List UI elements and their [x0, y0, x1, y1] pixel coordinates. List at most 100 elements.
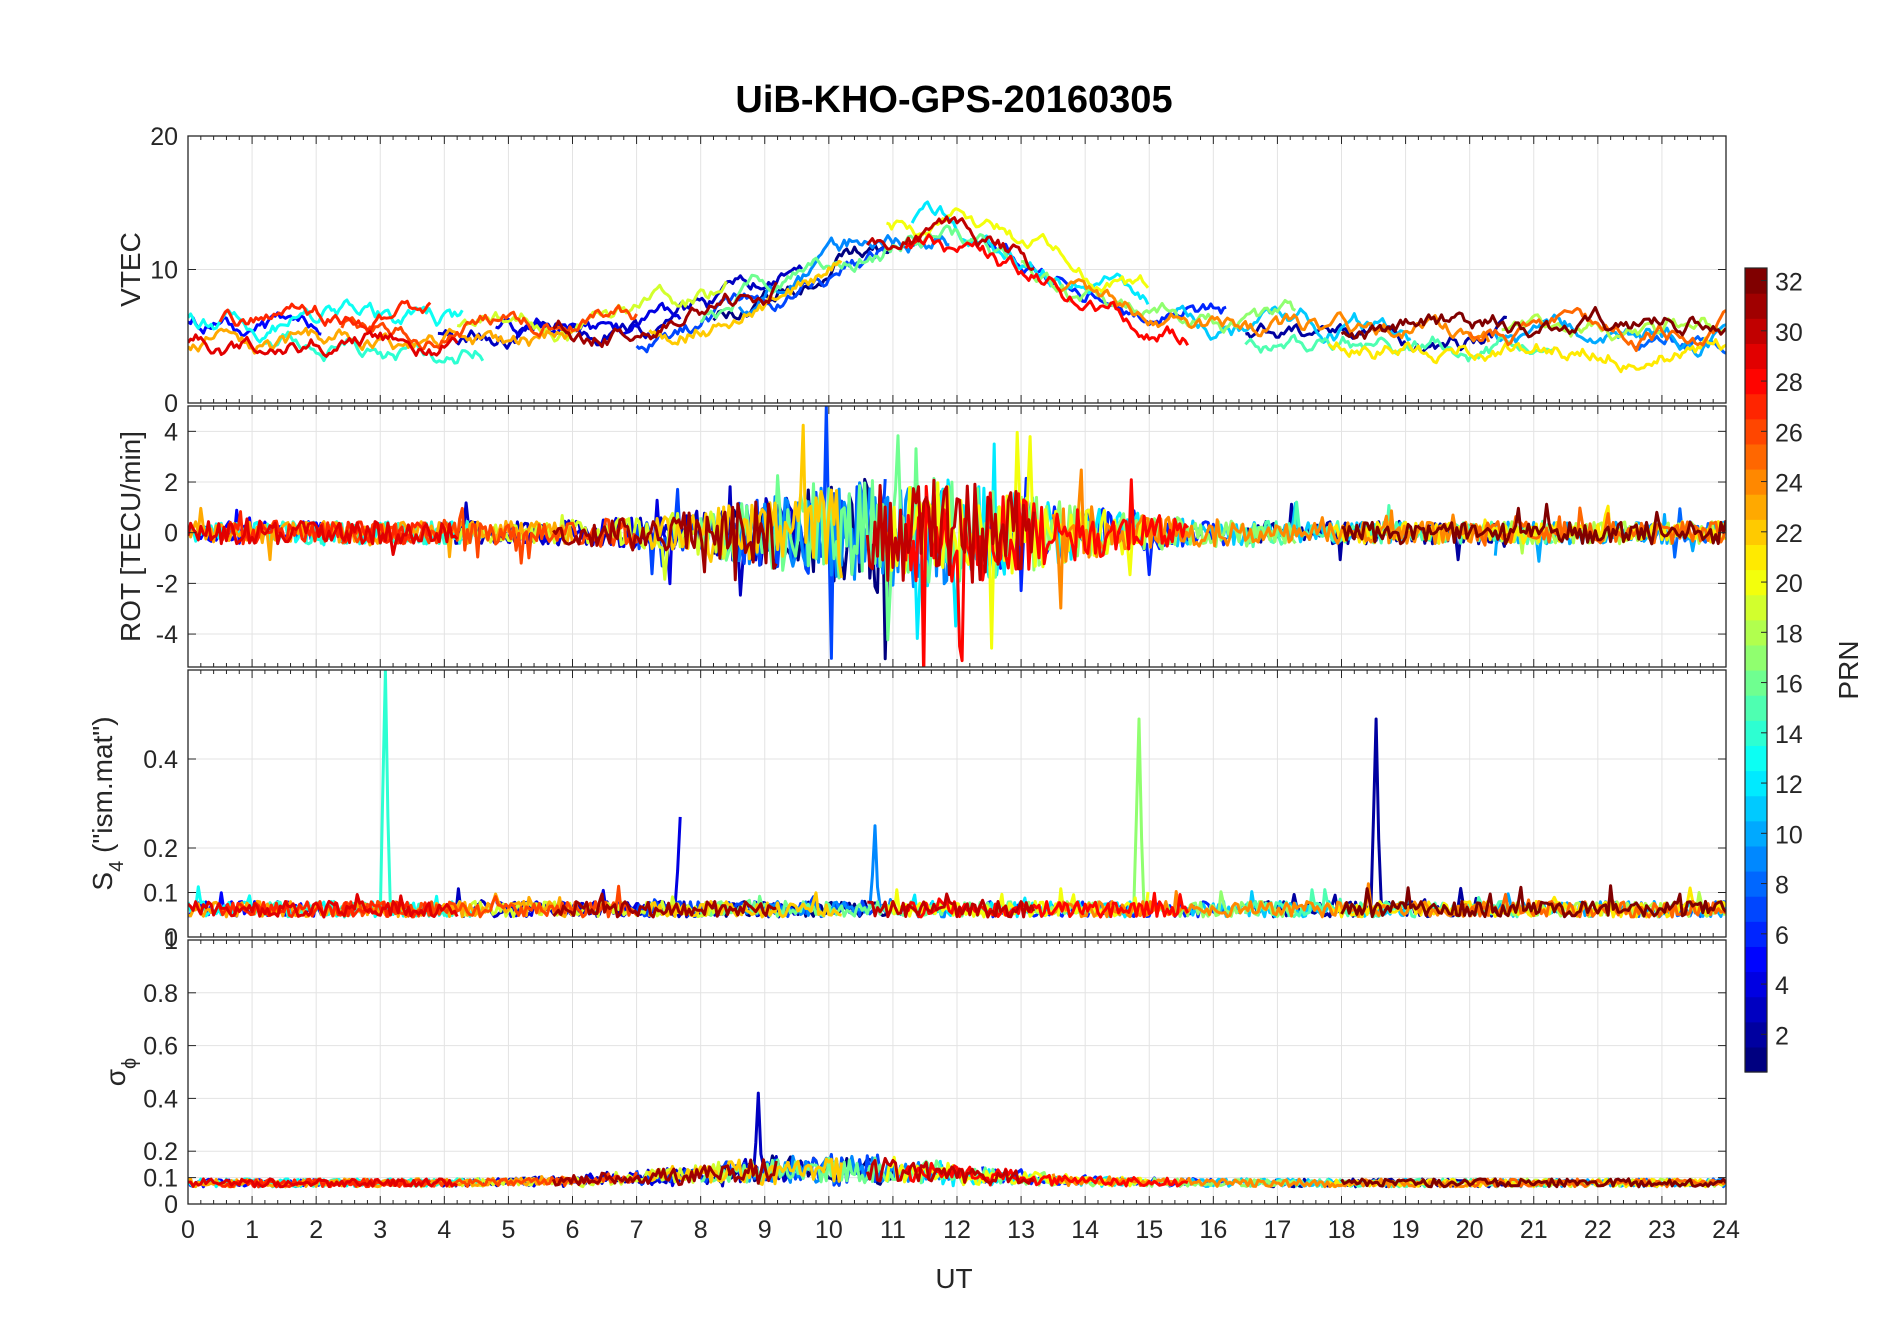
- panel-rot: -4 -2 0 2 4 ROT [TECU/min]: [115, 405, 1727, 668]
- colorbar-tick-label: 14: [1775, 721, 1803, 749]
- y-tick-label: 0: [164, 520, 178, 548]
- series-line-prn-30: [866, 215, 1035, 271]
- series-line-prn-29: [188, 330, 459, 358]
- y-axis-label-sigma: σϕ: [100, 1058, 141, 1086]
- x-tick-label: 9: [758, 1216, 772, 1244]
- colorbar-label: PRN: [1833, 640, 1864, 699]
- colorbar-level: [1745, 1021, 1767, 1048]
- panel-rot-data: [188, 406, 1726, 667]
- panel-s4-ticks: [187, 670, 1727, 938]
- panel-vtec-data: [188, 200, 1726, 374]
- series-line-prn-28: [904, 478, 1189, 667]
- x-tick-label: 1: [245, 1216, 259, 1244]
- series-line-prn-22: [647, 423, 844, 579]
- panel-s4: 0 0.1 0.2 0.4 S4 ("ism.mat"): [87, 669, 1727, 952]
- y-tick-label: 0.1: [143, 880, 178, 908]
- colorbar-tick-label: 24: [1775, 470, 1803, 498]
- colorbar-tick-label: 22: [1775, 520, 1803, 548]
- series-line-prn-31: [552, 281, 778, 349]
- x-tick-label: 16: [1199, 1216, 1227, 1244]
- colorbar-level: [1745, 896, 1767, 922]
- series-line-prn-32: [1340, 1177, 1726, 1189]
- colorbar-level: [1745, 845, 1767, 872]
- colorbar-level: [1745, 971, 1767, 998]
- x-axis-label: UT: [935, 1263, 972, 1294]
- colorbar-tick-label: 28: [1775, 369, 1803, 397]
- colorbar-level: [1745, 745, 1767, 772]
- x-tick-label: 17: [1264, 1216, 1292, 1244]
- y-tick-label: 20: [150, 123, 178, 151]
- colorbar-tick-label: 12: [1775, 771, 1803, 799]
- x-tick-label: 5: [501, 1216, 515, 1244]
- series-line-prn-19: [455, 1160, 728, 1189]
- series-line-prn-32: [1340, 306, 1726, 340]
- y-tick-label: 2: [164, 469, 178, 497]
- x-tick-label: 14: [1071, 1216, 1099, 1244]
- y-tick-label: 4: [164, 418, 178, 446]
- colorbar-level: [1745, 469, 1767, 495]
- colorbar-tick-label: 2: [1775, 1022, 1789, 1050]
- series-line-prn-29: [188, 517, 459, 556]
- x-tick-label: 21: [1520, 1216, 1548, 1244]
- y-tick-label: 0: [164, 1191, 178, 1219]
- series-line-prn-28: [904, 1161, 1189, 1188]
- panel-vtec: 0 10 20 VTEC: [115, 123, 1727, 418]
- colorbar-level: [1745, 443, 1767, 470]
- series-line-prn-31: [552, 892, 777, 919]
- y-axis-label-vtec: VTEC: [115, 232, 146, 307]
- panel-sigma-ticks: [187, 940, 1727, 1205]
- x-tick-label: 3: [373, 1216, 387, 1244]
- colorbar-level: [1745, 720, 1767, 746]
- y-tick-label: 1: [164, 927, 178, 955]
- colorbar-level: [1745, 996, 1767, 1023]
- series-line-prn-26: [340, 506, 639, 565]
- colorbar-level: [1745, 644, 1767, 671]
- colorbar-tick-label: 8: [1775, 872, 1789, 900]
- colorbar-tick-label: 6: [1775, 922, 1789, 950]
- colorbar-level: [1745, 1046, 1767, 1073]
- x-tick-label: 11: [880, 1216, 906, 1244]
- colorbar-level: [1745, 670, 1767, 696]
- x-tick-label: 15: [1135, 1216, 1163, 1244]
- y-tick-label: 0.4: [143, 1085, 178, 1113]
- series-line-prn-17: [1021, 260, 1297, 334]
- y-tick-label: 0.4: [143, 746, 178, 774]
- panel-s4-grid: [187, 670, 1727, 938]
- y-tick-label: -2: [156, 570, 178, 598]
- x-tick-label: 8: [694, 1216, 708, 1244]
- colorbar-tick-label: 10: [1775, 821, 1803, 849]
- colorbar-level: [1745, 921, 1767, 947]
- colorbar-level: [1745, 293, 1767, 319]
- colorbar-tick-label: 16: [1775, 671, 1803, 699]
- x-tick-label: 13: [1007, 1216, 1035, 1244]
- colorbar-tick-label: 20: [1775, 570, 1803, 598]
- series-line-prn-20: [886, 207, 1150, 293]
- x-tick-label: 0: [181, 1216, 195, 1244]
- colorbar-tick-label: 18: [1775, 620, 1803, 648]
- colorbar-level: [1745, 871, 1767, 897]
- y-tick-label: 0.1: [143, 1165, 178, 1193]
- series-line-prn-32: [1340, 884, 1726, 919]
- colorbar-tick-label: 26: [1775, 419, 1803, 447]
- y-tick-label: 0: [164, 924, 178, 952]
- colorbar-tick-label: 30: [1775, 319, 1803, 347]
- colorbar-level: [1745, 268, 1767, 294]
- colorbar-level: [1745, 519, 1767, 545]
- y-tick-label: 0.2: [143, 1138, 178, 1166]
- colorbar-level: [1745, 544, 1767, 571]
- series-line-prn-30: [865, 1156, 1035, 1185]
- y-tick-label: 0.2: [143, 835, 178, 863]
- colorbar-level: [1745, 820, 1767, 847]
- series-line-prn-30: [865, 478, 1036, 584]
- series-line-prn-21: [1327, 336, 1726, 374]
- x-tick-label: 18: [1328, 1216, 1356, 1244]
- x-tick-label: 24: [1712, 1216, 1740, 1244]
- series-line-prn-5: [188, 311, 322, 337]
- series-line-prn-22: [648, 259, 843, 346]
- y-tick-label: -4: [156, 621, 178, 649]
- x-tick-label: 22: [1584, 1216, 1612, 1244]
- series-line-prn-25: [1468, 1177, 1726, 1189]
